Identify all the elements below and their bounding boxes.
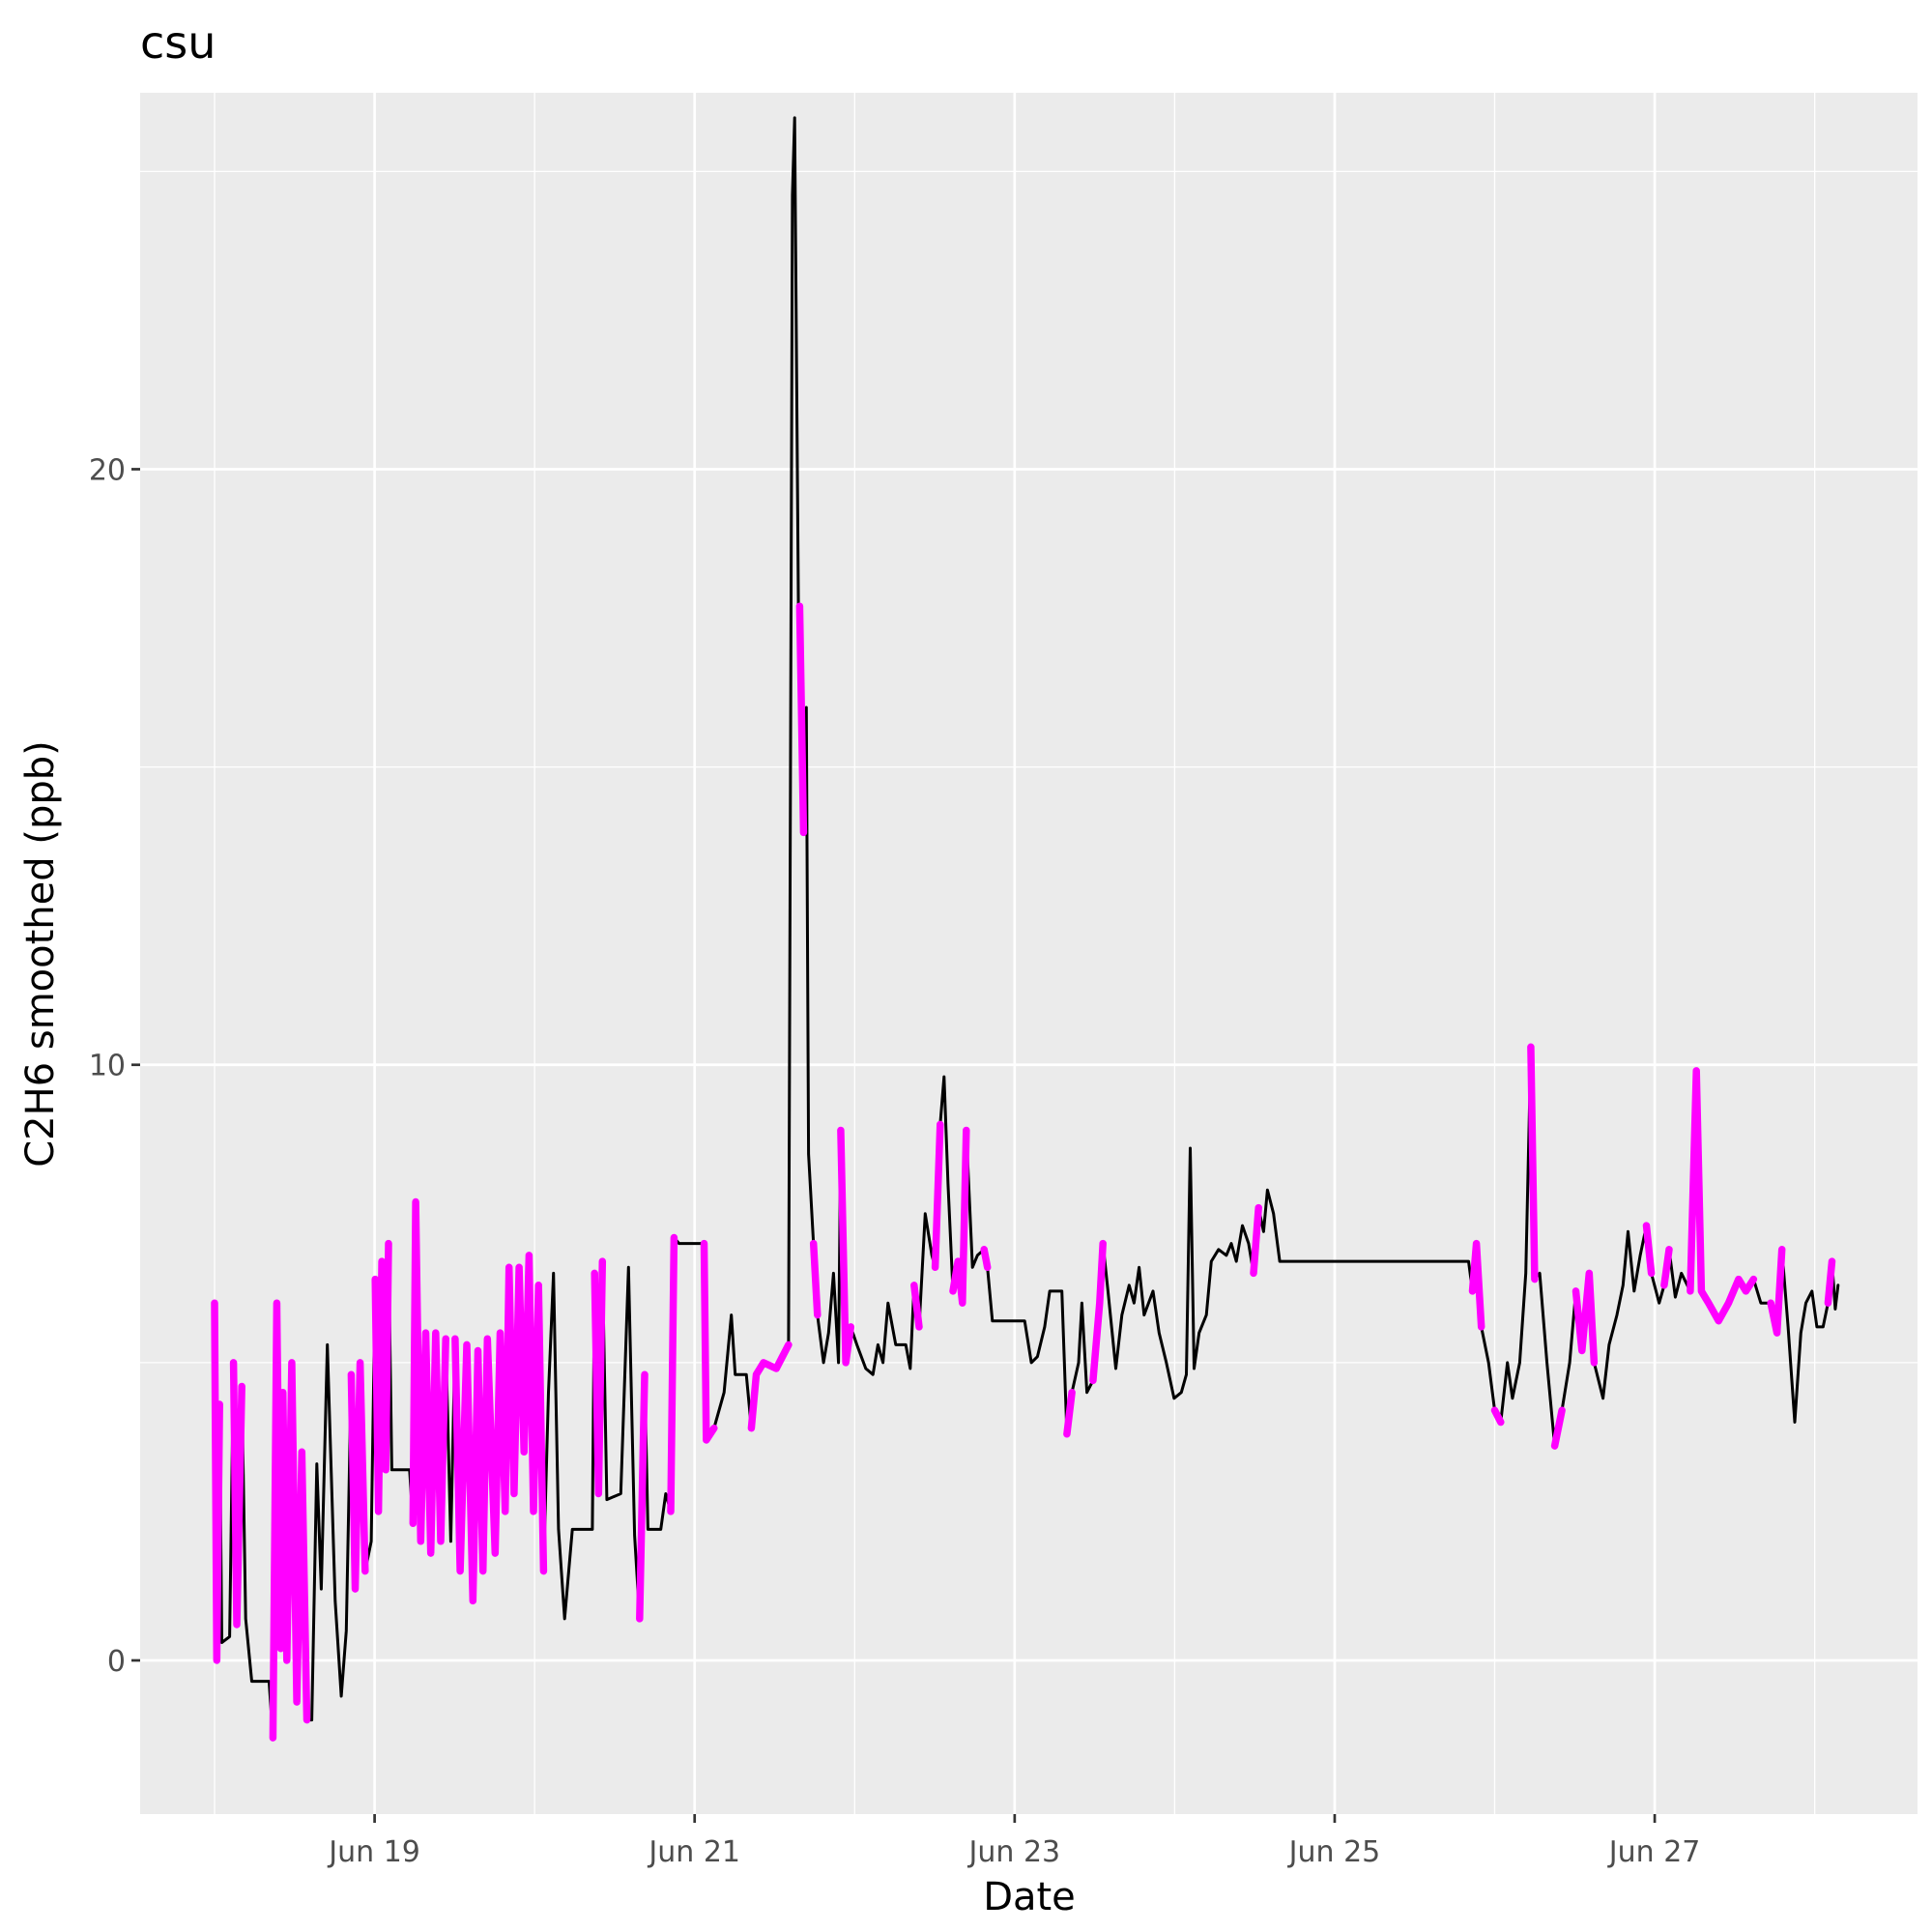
series-line <box>211 602 1836 1742</box>
y-tick-label: 20 <box>89 453 126 487</box>
x-tick-label: Jun 19 <box>327 1835 420 1869</box>
x-tick-label: Jun 21 <box>647 1835 740 1869</box>
lines <box>211 116 1840 1742</box>
x-tick-label: Jun 27 <box>1607 1835 1701 1869</box>
x-tick-label: Jun 25 <box>1287 1835 1381 1869</box>
y-tick-label: 10 <box>89 1050 126 1083</box>
chart-title: csu <box>140 16 216 69</box>
x-axis-title: Date <box>983 1875 1076 1919</box>
y-axis-title: C2H6 smoothed (ppb) <box>18 740 63 1168</box>
axes: Jun 19 Jun 21 Jun 23 Jun 25 Jun 27 0 10 20 <box>89 453 1701 1869</box>
grid <box>140 93 1918 1814</box>
y-tick-label: 0 <box>107 1645 126 1679</box>
x-tick-label: Jun 23 <box>967 1835 1061 1869</box>
plot-panel <box>140 93 1918 1814</box>
